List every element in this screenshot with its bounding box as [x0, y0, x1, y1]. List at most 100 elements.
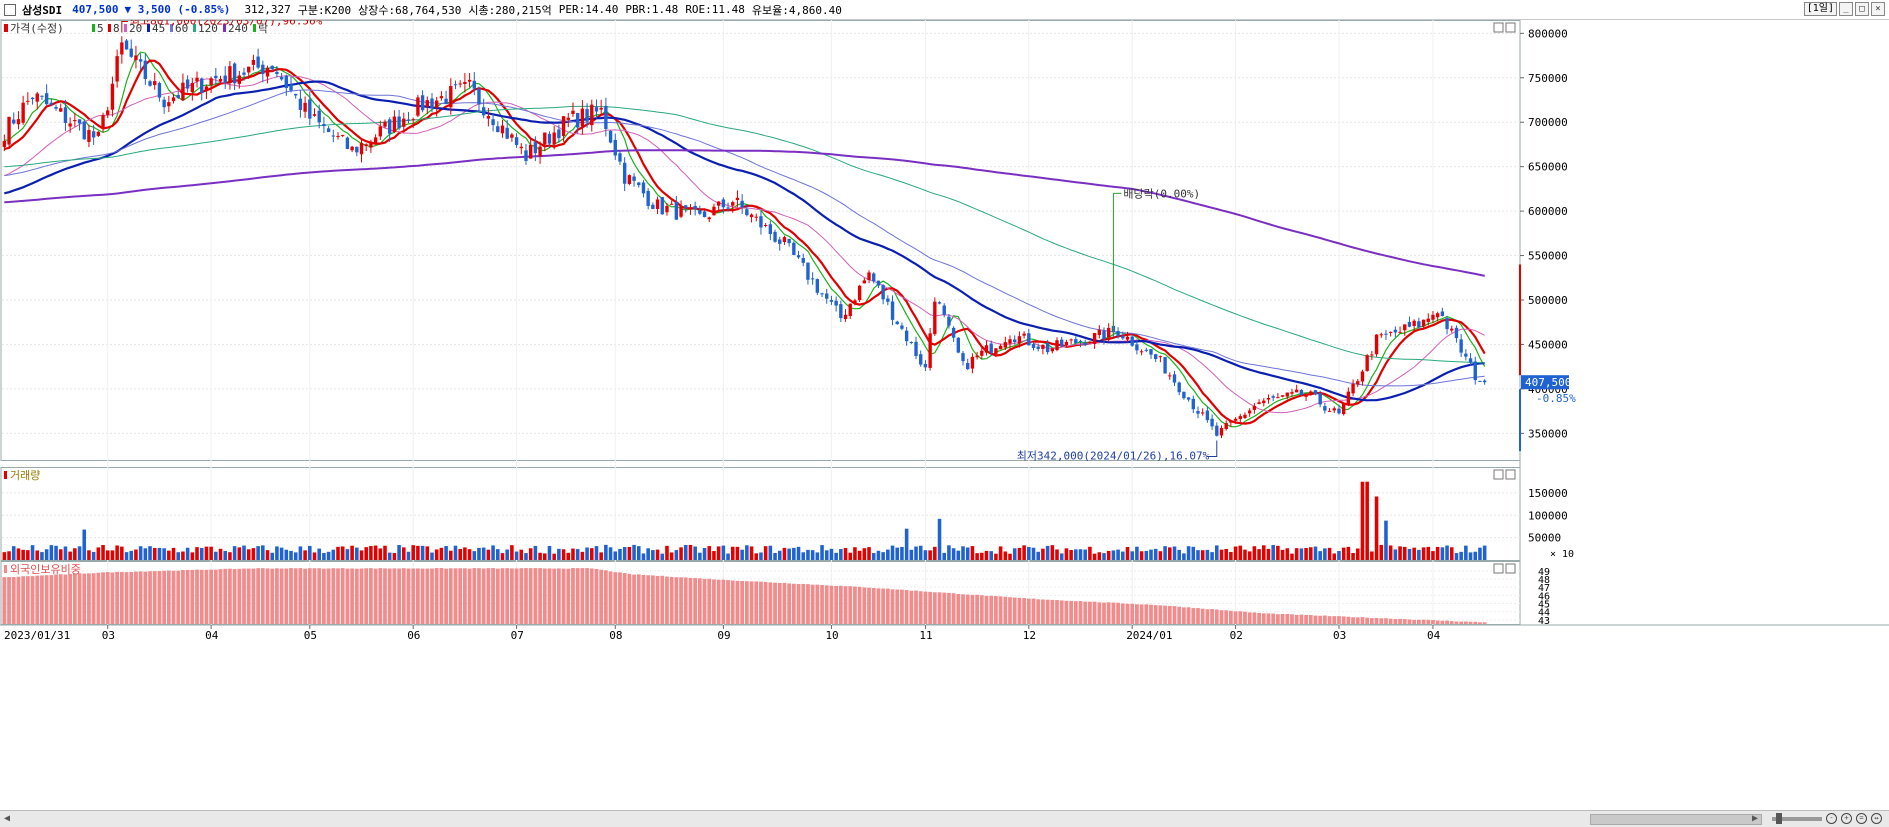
candle-body[interactable] [1360, 371, 1365, 382]
candle-body[interactable] [388, 119, 392, 134]
candle-body[interactable] [1299, 389, 1304, 395]
candle-body[interactable] [1276, 397, 1280, 399]
candle-body[interactable] [627, 175, 632, 184]
candle-body[interactable] [867, 272, 871, 281]
candle-body[interactable] [1125, 336, 1130, 340]
candle-body[interactable] [350, 146, 354, 151]
candle-body[interactable] [1412, 320, 1416, 326]
candle-body[interactable] [984, 345, 989, 353]
candle-body[interactable] [763, 225, 768, 227]
candle-body[interactable] [345, 137, 350, 149]
candle-body[interactable] [458, 83, 462, 85]
candle-body[interactable] [1323, 406, 1327, 411]
candle-body[interactable] [914, 341, 918, 356]
candle-body[interactable] [82, 121, 86, 140]
candle-body[interactable] [684, 205, 688, 209]
candle-body[interactable] [1332, 408, 1336, 411]
panel-maximize-icon[interactable] [1493, 563, 1504, 574]
candle-body[interactable] [308, 99, 312, 119]
candle-body[interactable] [87, 130, 91, 142]
candle-body[interactable] [1045, 343, 1050, 353]
candle-body[interactable] [731, 202, 735, 206]
candle-body[interactable] [740, 200, 744, 208]
candle-body[interactable] [1464, 353, 1468, 357]
candle-body[interactable] [1163, 357, 1167, 374]
candle-body[interactable] [472, 80, 476, 89]
candle-body[interactable] [444, 98, 448, 104]
candle-body[interactable] [1337, 408, 1341, 414]
candle-body[interactable] [716, 201, 721, 206]
candle-body[interactable] [1374, 334, 1379, 355]
candle-body[interactable] [1346, 391, 1351, 405]
candle-body[interactable] [665, 206, 669, 213]
candle-body[interactable] [228, 66, 232, 83]
candle-body[interactable] [73, 120, 77, 122]
panel-close-icon[interactable] [1505, 469, 1516, 480]
candle-body[interactable] [148, 81, 152, 86]
candle-body[interactable] [486, 116, 491, 119]
candle-body[interactable] [44, 93, 49, 105]
candle-body[interactable] [1435, 313, 1440, 318]
candle-body[interactable] [1055, 340, 1059, 351]
candle-body[interactable] [528, 144, 533, 159]
candle-body[interactable] [369, 141, 373, 148]
candle-body[interactable] [106, 110, 110, 115]
candle-body[interactable] [552, 132, 556, 145]
candle-body[interactable] [449, 86, 453, 108]
candle-body[interactable] [712, 206, 716, 216]
candle-body[interactable] [1233, 418, 1238, 421]
candle-body[interactable] [1196, 411, 1200, 414]
candle-body[interactable] [289, 84, 293, 91]
zoom-slider[interactable] [1772, 812, 1822, 824]
candle-body[interactable] [933, 301, 937, 335]
candle-body[interactable] [1365, 355, 1369, 371]
candle-body[interactable] [1022, 333, 1026, 336]
candle-body[interactable] [1003, 342, 1008, 348]
candle-body[interactable] [16, 119, 21, 125]
candle-body[interactable] [251, 59, 256, 65]
candle-body[interactable] [1388, 331, 1393, 333]
candle-body[interactable] [265, 67, 270, 77]
candle-body[interactable] [331, 135, 335, 137]
candle-body[interactable] [1139, 351, 1144, 353]
candle-body[interactable] [500, 125, 505, 134]
candle-body[interactable] [1478, 380, 1482, 382]
candle-body[interactable] [1257, 402, 1261, 404]
candle-body[interactable] [12, 119, 16, 124]
candle-body[interactable] [336, 136, 340, 138]
candle-body[interactable] [1271, 396, 1275, 398]
candle-body[interactable] [1468, 358, 1473, 363]
candle-body[interactable] [176, 94, 180, 99]
candle-body[interactable] [566, 117, 570, 120]
candle-body[interactable] [557, 129, 561, 139]
candle-body[interactable] [1031, 344, 1036, 348]
candle-body[interactable] [1431, 314, 1435, 320]
candle-body[interactable] [1172, 374, 1177, 383]
candle-body[interactable] [923, 363, 928, 368]
candle-body[interactable] [477, 88, 481, 105]
candle-body[interactable] [688, 207, 693, 210]
candle-body[interactable] [843, 314, 848, 320]
candle-body[interactable] [820, 293, 824, 295]
candle-body[interactable] [632, 176, 636, 181]
candle-body[interactable] [425, 100, 429, 107]
candle-body[interactable] [754, 216, 758, 218]
candle-body[interactable] [1473, 361, 1477, 381]
candle-body[interactable] [815, 279, 820, 293]
candle-body[interactable] [594, 107, 599, 112]
candle-body[interactable] [1309, 391, 1313, 394]
candle-body[interactable] [674, 202, 679, 220]
candle-body[interactable] [1318, 393, 1322, 405]
candle-body[interactable] [115, 56, 119, 82]
zoom-out-icon[interactable]: - [1826, 813, 1837, 824]
candle-body[interactable] [157, 83, 162, 98]
panel-close-icon[interactable] [1505, 22, 1516, 33]
candle-body[interactable] [416, 97, 420, 116]
candle-body[interactable] [966, 362, 970, 370]
panel-close-icon[interactable] [1505, 563, 1516, 574]
candle-body[interactable] [21, 102, 25, 123]
candle-body[interactable] [792, 242, 796, 255]
candle-body[interactable] [1097, 329, 1101, 335]
candle-body[interactable] [481, 107, 486, 116]
candle-body[interactable] [223, 75, 227, 83]
